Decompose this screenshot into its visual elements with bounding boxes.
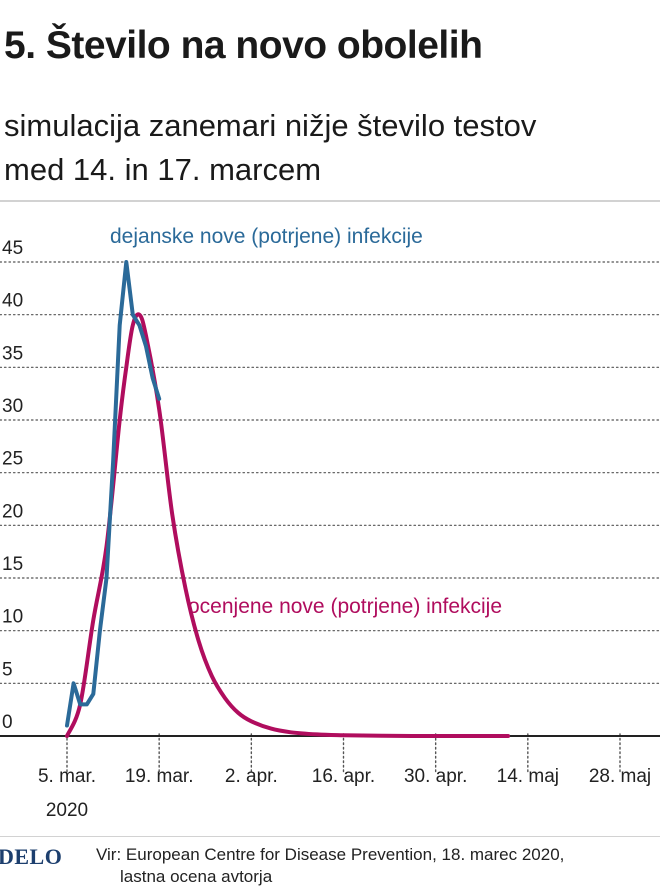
y-tick-label: 45 (2, 238, 23, 259)
chart-subtitle: simulacija zanemari nižje število testov… (4, 104, 536, 192)
x-tick-label: 28. maj (589, 766, 651, 787)
x-tick-label: 14. maj (497, 766, 559, 787)
series-line-estimated (65, 312, 511, 738)
source-line-2: lastna ocena avtorja (120, 867, 273, 886)
x-tick-label: 2. apr. (225, 766, 278, 787)
y-tick-label: 25 (2, 449, 23, 470)
x-tick-label: 16. apr. (312, 766, 375, 787)
chart-title: 5. Število na novo obolelih (4, 24, 483, 67)
header-divider (0, 200, 660, 202)
subtitle-line-2: med 14. in 17. marcem (4, 152, 322, 187)
y-tick-label: 40 (2, 291, 23, 312)
x-tick-label: 19. mar. (125, 766, 194, 787)
y-tick-label: 0 (2, 712, 13, 733)
series-line-actual (65, 260, 162, 728)
source-line-1: Vir: European Centre for Disease Prevent… (96, 845, 565, 864)
annotation-estimated: ocenjene nove (potrjene) infekcije (188, 595, 502, 618)
line-chart: 0 5 10 15 20 25 30 35 40 45 5. mar. 19. mar. 2. apr.… (0, 225, 660, 821)
annotation-actual: dejanske nove (potrjene) infekcije (110, 225, 423, 248)
x-tick-label: 5. mar. (38, 766, 96, 787)
delo-logo: DELO (0, 844, 63, 869)
y-tick-label: 30 (2, 396, 23, 417)
y-tick-label: 35 (2, 343, 23, 364)
y-tick-label: 10 (2, 607, 23, 628)
footer-divider (0, 836, 660, 837)
y-tick-label: 20 (2, 501, 23, 522)
y-tick-label: 5 (2, 659, 13, 680)
source-note: Vir: European Centre for Disease Prevent… (96, 844, 564, 888)
x-year-label: 2020 (46, 800, 88, 821)
x-tick-label: 30. apr. (404, 766, 467, 787)
labels: 0 5 10 15 20 25 30 35 40 45 5. mar. 19. mar. 2. apr.… (2, 225, 651, 821)
grid-lines (0, 261, 660, 775)
series (65, 260, 511, 738)
subtitle-line-1: simulacija zanemari nižje število testov (4, 108, 537, 143)
y-tick-label: 15 (2, 554, 23, 575)
